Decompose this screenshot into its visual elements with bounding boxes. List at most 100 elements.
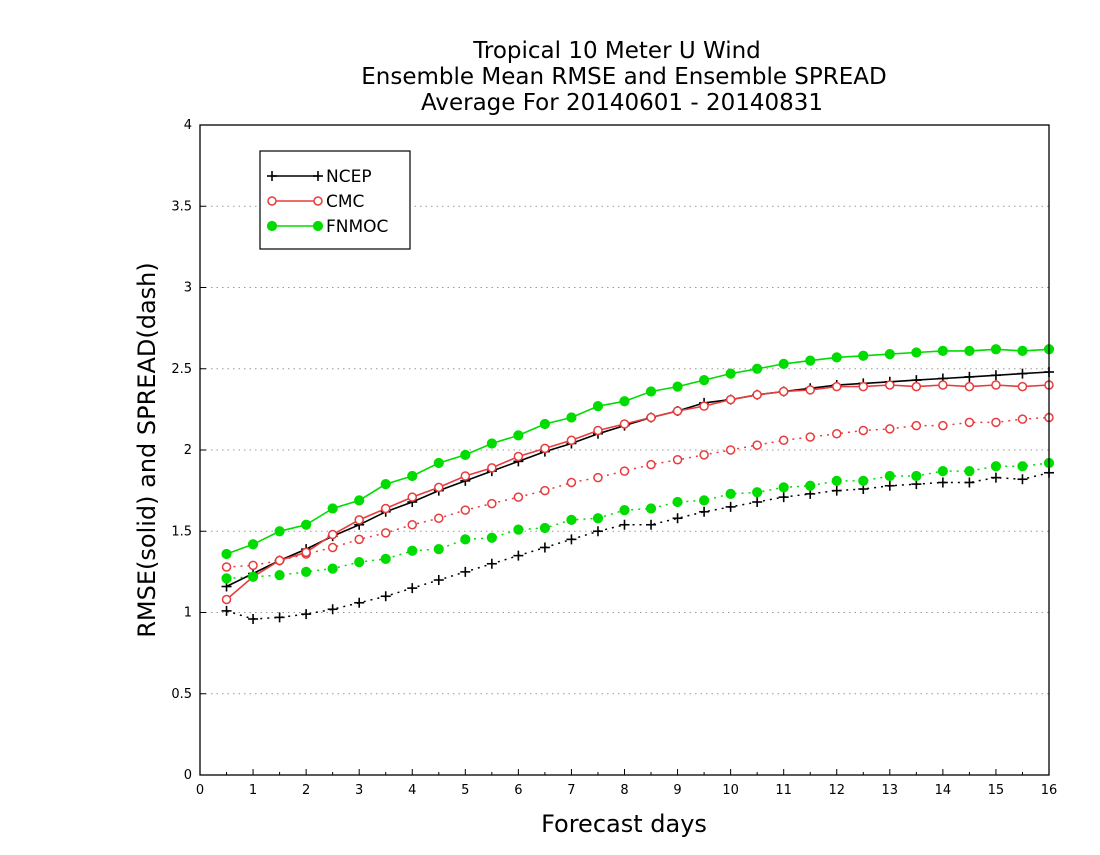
legend-marker-cmc xyxy=(313,196,323,206)
cmc-rmse-point xyxy=(699,401,709,411)
cmc-rmse-point xyxy=(885,380,895,390)
cmc-rmse-point xyxy=(964,381,975,392)
y-tick-label: 3.5 xyxy=(171,199,192,214)
fnmoc-rmse-point xyxy=(619,396,630,407)
x-tick-label: 12 xyxy=(828,783,845,798)
y-tick-label: 3 xyxy=(184,281,192,296)
cmc-spread-point xyxy=(407,520,417,530)
cmc-spread-point xyxy=(938,420,948,431)
legend-item-fnmoc: FNMOC xyxy=(266,217,388,237)
legend-item-ncep: NCEP xyxy=(267,167,372,187)
cmc-spread-point xyxy=(221,562,232,572)
ncep-spread-point xyxy=(884,480,895,491)
ncep-rmse-point xyxy=(964,371,975,382)
fnmoc-spread-point xyxy=(486,532,497,543)
fnmoc-rmse-point xyxy=(380,479,391,490)
cmc-spread-point xyxy=(354,534,364,545)
x-tick-label: 5 xyxy=(461,783,469,798)
cmc-spread-point xyxy=(752,440,762,450)
ncep-spread-point xyxy=(619,519,630,530)
cmc-spread-point xyxy=(593,472,603,483)
y-axis: 0 0.5 1 1.5 2 2.5 3 3.5 4 xyxy=(171,118,206,783)
ncep-spread-point xyxy=(407,583,418,594)
fnmoc-spread-point xyxy=(592,513,604,524)
legend-marker-cmc xyxy=(267,196,277,206)
fnmoc-spread-point xyxy=(778,482,789,493)
y-tick-label: 0.5 xyxy=(171,687,192,702)
cmc-rmse-point xyxy=(778,386,789,397)
fnmoc-rmse-point xyxy=(592,401,604,412)
x-tick-label: 2 xyxy=(302,783,310,798)
ncep-spread-point xyxy=(964,477,975,488)
ncep-spread-point xyxy=(752,497,763,507)
cmc-rmse-point xyxy=(1017,381,1028,392)
fnmoc-spread-point xyxy=(672,496,683,508)
fnmoc-rmse-point xyxy=(672,381,683,392)
x-tick-label: 6 xyxy=(514,783,522,798)
fnmoc-rmse-point xyxy=(301,519,312,530)
ncep-spread-point xyxy=(725,501,736,512)
y-tick-label: 1.5 xyxy=(171,524,192,539)
cmc-rmse-point xyxy=(380,503,391,514)
fnmoc-spread-point xyxy=(301,566,312,577)
legend-item-cmc: CMC xyxy=(267,192,364,212)
cmc-rmse-point xyxy=(752,390,762,400)
cmc-spread-point xyxy=(646,459,656,470)
fnmoc-spread-point xyxy=(698,495,710,506)
fnmoc-rmse-point xyxy=(486,438,497,449)
fnmoc-rmse-point xyxy=(221,548,232,560)
fnmoc-spread-point xyxy=(911,470,922,482)
ncep-spread-point xyxy=(221,605,232,616)
fnmoc-spread-point xyxy=(539,522,551,534)
fnmoc-rmse-point xyxy=(990,344,1002,355)
ncep-spread-point xyxy=(433,575,444,585)
fnmoc-spread-point xyxy=(247,571,259,582)
cmc-spread-point xyxy=(885,424,895,434)
y-tick-label: 0 xyxy=(184,768,192,783)
ncep-spread-point xyxy=(646,519,657,530)
cmc-spread-point xyxy=(699,450,709,460)
cmc-spread-point xyxy=(778,435,789,445)
legend: NCEP CMC FNMOC xyxy=(259,150,411,250)
fnmoc-spread-point xyxy=(566,514,577,525)
cmc-spread-point xyxy=(248,560,258,571)
cmc-spread-point xyxy=(858,425,869,436)
fnmoc-rmse-point xyxy=(858,350,869,361)
ncep-rmse-line xyxy=(226,371,1050,588)
x-tick-label: 4 xyxy=(408,783,416,798)
fnmoc-spread-line xyxy=(226,462,1050,580)
cmc-rmse-point xyxy=(540,443,550,454)
ncep-spread-point xyxy=(380,591,391,602)
legend-marker-ncep xyxy=(313,171,323,181)
cmc-rmse-point xyxy=(991,380,1001,390)
ncep-spread-point xyxy=(672,513,683,524)
fnmoc-spread-point xyxy=(433,544,444,555)
ncep-spread-series xyxy=(221,467,1054,624)
legend-box xyxy=(259,150,411,250)
cmc-spread-point xyxy=(991,417,1001,428)
cmc-spread-point xyxy=(487,498,497,509)
cmc-spread-point xyxy=(380,528,391,538)
x-axis: 0 1 2 3 4 5 6 7 8 9 10 11 12 13 14 15 16 xyxy=(196,769,1057,798)
y-tick-label: 2.5 xyxy=(171,362,192,377)
cmc-spread-point xyxy=(460,505,471,515)
fnmoc-spread-point xyxy=(725,488,736,499)
fnmoc-rmse-point xyxy=(1017,345,1028,356)
ncep-spread-point xyxy=(327,604,338,615)
cmc-spread-point xyxy=(1017,414,1028,424)
legend-label-fnmoc: FNMOC xyxy=(326,217,388,237)
cmc-spread-point xyxy=(619,466,630,476)
ncep-spread-line xyxy=(226,472,1050,620)
legend-marker-fnmoc xyxy=(312,220,324,232)
cmc-rmse-point xyxy=(593,425,603,436)
ncep-spread-point xyxy=(778,492,789,503)
legend-label-cmc: CMC xyxy=(326,192,364,212)
legend-label-ncep: NCEP xyxy=(326,167,372,187)
cmc-rmse-point xyxy=(858,381,869,392)
cmc-rmse-point xyxy=(327,529,338,540)
ncep-spread-point xyxy=(248,614,259,624)
fnmoc-rmse-series xyxy=(221,344,1055,560)
fnmoc-spread-point xyxy=(221,573,232,584)
